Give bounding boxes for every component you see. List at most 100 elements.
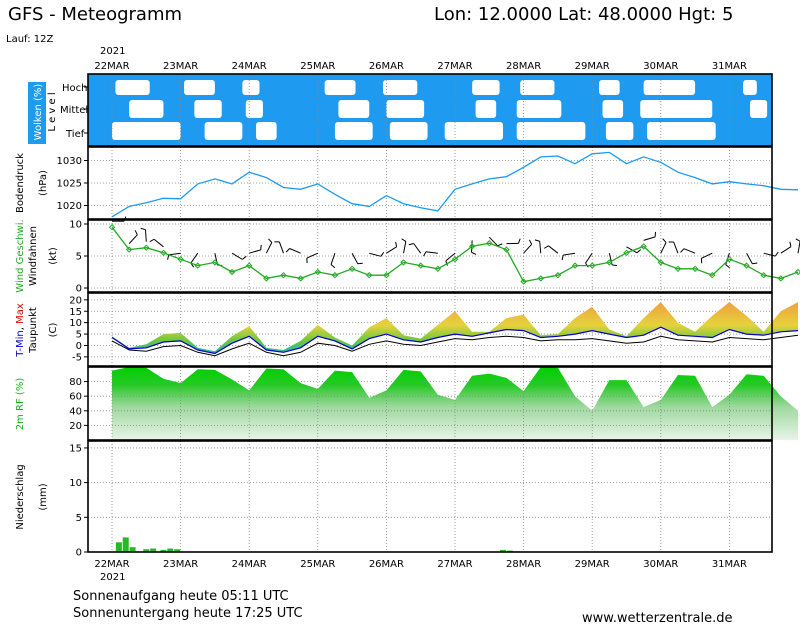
cloud-gap (472, 80, 499, 95)
wind-barb (414, 243, 421, 253)
wind-barb (154, 239, 163, 247)
temp-tick-label: 5 (76, 330, 82, 341)
wind-barb-flag (358, 263, 363, 264)
wind-barb (585, 253, 592, 263)
source-link[interactable]: www.wetterzentrale.de (582, 611, 732, 625)
wind-barb (266, 243, 271, 254)
precip-bar (123, 537, 129, 552)
temp-tick-label: 0 (76, 341, 82, 352)
wind-tick-label: 10 (69, 220, 82, 231)
temp-tick-label: -5 (72, 352, 82, 363)
windfahnen-label: Windfahnen (28, 226, 39, 286)
date-label-bottom: 27MAR (437, 559, 472, 570)
wind-barb (548, 246, 557, 253)
tmax-label: Max (15, 303, 26, 324)
date-label-bottom: 22MAR (94, 559, 129, 570)
cloud-gap (445, 122, 503, 140)
wind-barb-flag (775, 252, 778, 256)
wind-barb-flag (409, 243, 414, 244)
cloud-gap (184, 80, 215, 95)
wind-barb (426, 252, 438, 253)
wind-barb-flag (518, 239, 520, 244)
date-label-bottom: 30MAR (643, 559, 678, 570)
precip-tick-label: 10 (69, 478, 82, 489)
wind-barb-flag (268, 239, 271, 243)
wind-barb (249, 250, 261, 253)
year-label-top: 2021 (100, 46, 125, 57)
cloud-level-label: L e v e l (47, 92, 58, 131)
wind-barb (747, 253, 753, 263)
wind-barb (404, 241, 406, 253)
date-label-top: 23MAR (163, 61, 198, 72)
cloud-gap (325, 80, 356, 95)
date-label-bottom: 28MAR (506, 559, 541, 570)
wind-barb-flag (681, 249, 684, 253)
wind-barb-flag (529, 240, 531, 244)
wind-barb (524, 244, 532, 253)
cloud-gap (640, 100, 712, 118)
cloud-gap (194, 100, 221, 118)
date-label-top: 24MAR (232, 61, 267, 72)
wind-barb (232, 253, 242, 259)
wind-barb-flag (752, 263, 757, 264)
cloud-gap (390, 122, 428, 140)
precip-bar (116, 542, 122, 552)
date-label-bottom: 29MAR (575, 559, 610, 570)
cloud-gap (246, 100, 263, 118)
wind-barb-flag (612, 265, 617, 266)
wind-barb-flag (424, 252, 426, 256)
pressure-tick-label: 1020 (57, 201, 82, 212)
wind-barb (540, 241, 541, 253)
temp-unit: (C) (48, 323, 59, 338)
wind-barb (191, 253, 198, 263)
temp-tick-label: 10 (69, 318, 82, 329)
cloud-gap (338, 100, 369, 118)
dewpoint-label: Taupunkt (28, 307, 39, 354)
wind-barb (781, 247, 791, 254)
wind-barb-flag (286, 249, 289, 253)
location-info: Lon: 12.0000 Lat: 48.0000 Hgt: 5 (434, 4, 733, 25)
wind-barb (563, 253, 575, 255)
cloud-gap (743, 80, 757, 95)
rh-tick-label: 80 (69, 377, 82, 388)
wind-barb (352, 253, 358, 264)
wind-barb-flag (726, 265, 730, 268)
wind-barb-flag (331, 265, 335, 268)
wind-barb-flag (472, 252, 477, 254)
date-label-top: 31MAR (712, 61, 747, 72)
wind-barb-flag (544, 246, 548, 249)
bottom-date-axis: 22MAR 23MAR 24MAR 25MAR 26MAR 27MAR 28MAR 29MAR… (94, 559, 747, 570)
cloud-gap (112, 122, 181, 140)
rh-panel-title: 2m RF (%) (15, 378, 26, 431)
wind-tick-label: 0 (76, 284, 82, 295)
precip-panel-title: Niederschlag (15, 464, 26, 529)
cloud-level-mittel: Mittel (60, 105, 88, 116)
cloud-panel-title: Wolken (%) (33, 84, 44, 141)
date-label-bottom: 26MAR (369, 559, 404, 570)
cloud-gap (644, 80, 695, 95)
year-label-bottom: 2021 (100, 572, 125, 583)
date-label-bottom: 24MAR (232, 559, 267, 570)
date-label-bottom: 25MAR (300, 559, 335, 570)
cloud-level-tief: Tief (65, 129, 85, 140)
cloud-level-hoch: Hoch (62, 83, 87, 94)
cloud-gap (606, 122, 633, 140)
wind-tick-label: 5 (76, 252, 82, 263)
tmin-label: T-Min (15, 330, 26, 358)
date-label-top: 28MAR (506, 61, 541, 72)
wind-barb (386, 247, 396, 253)
cloud-gap (517, 100, 562, 118)
date-label-bottom: 23MAR (163, 559, 198, 570)
wind-barb (674, 242, 678, 253)
date-label-top: 25MAR (300, 61, 335, 72)
pressure-panel-title: Bodendruck (15, 153, 26, 213)
date-label-top: 30MAR (643, 61, 678, 72)
cloud-gap (205, 122, 243, 140)
panel-frame (88, 441, 772, 552)
wind-barb-flag (135, 230, 137, 235)
wind-barb-flag (637, 250, 641, 253)
